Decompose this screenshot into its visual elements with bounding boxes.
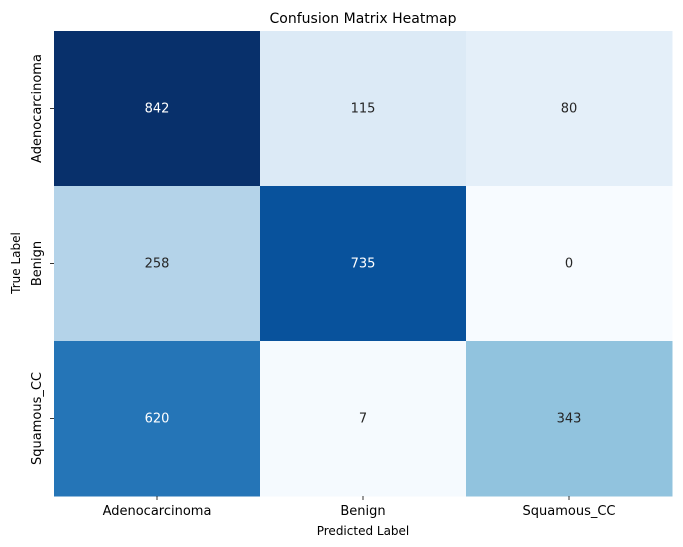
heatmap-cell-r1-c0 <box>54 186 261 342</box>
cell-annotations: 842 115 80 258 735 0 620 7 343 <box>145 102 582 427</box>
y-tick-label-1: Benign <box>30 241 45 286</box>
heatmap-cell-r2-c0 <box>54 341 261 497</box>
chart-title: Confusion Matrix Heatmap <box>270 11 457 27</box>
x-axis-ticks: Adenocarcinoma Benign Squamous_CC <box>103 496 616 519</box>
heatmap-cell-r0-c2 <box>466 31 673 187</box>
y-tick-label-2: Squamous_CC <box>30 372 45 465</box>
heatmap-cell-r0-c1 <box>260 31 467 187</box>
heatmap-cells <box>54 31 673 497</box>
cell-value-r0-c1: 115 <box>351 102 376 117</box>
y-axis-label: True Label <box>9 232 23 295</box>
x-tick-label-1: Benign <box>340 504 385 519</box>
heatmap-cell-r1-c2 <box>466 186 673 342</box>
cell-value-r0-c2: 80 <box>561 102 578 117</box>
cell-value-r2-c0: 620 <box>145 412 170 427</box>
cell-value-r0-c0: 842 <box>145 102 170 117</box>
cell-value-r2-c2: 343 <box>557 412 582 427</box>
cell-value-r1-c0: 258 <box>145 257 170 272</box>
heatmap-cell-r0-c0 <box>54 31 261 187</box>
cell-value-r2-c1: 7 <box>359 412 367 427</box>
heatmap-cell-r2-c2 <box>466 341 673 497</box>
heatmap-cell-r2-c1 <box>260 341 467 497</box>
heatmap-cell-r1-c1 <box>260 186 467 342</box>
x-axis-label: Predicted Label <box>317 524 410 538</box>
y-axis-ticks: Adenocarcinoma Benign Squamous_CC <box>30 54 54 465</box>
cell-value-r1-c1: 735 <box>351 257 376 272</box>
x-tick-label-0: Adenocarcinoma <box>103 504 212 519</box>
y-tick-label-0: Adenocarcinoma <box>30 54 45 163</box>
x-tick-label-2: Squamous_CC <box>523 504 616 519</box>
cell-value-r1-c2: 0 <box>565 257 573 272</box>
